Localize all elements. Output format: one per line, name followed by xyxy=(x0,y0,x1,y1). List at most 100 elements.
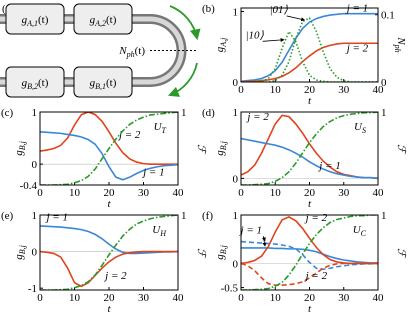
y2-axis-label: ℱ xyxy=(395,144,407,155)
plot-title-main: U xyxy=(354,121,363,133)
x-tick-label: 20 xyxy=(304,84,316,96)
plot-title-sub: H xyxy=(159,229,167,238)
series-line xyxy=(241,240,378,270)
plot-frame xyxy=(240,7,379,83)
y-axis-label-sub: A,j xyxy=(219,37,228,48)
y-axis-label-main: g xyxy=(13,254,25,260)
y-axis-label: gB,j xyxy=(13,140,27,155)
series-line xyxy=(40,250,178,288)
y2-tick-label: 0 xyxy=(381,77,387,89)
node-label: gB,1(t) xyxy=(90,77,117,91)
x-axis-label: t xyxy=(308,303,312,315)
panel-label: (c) xyxy=(1,107,14,119)
plot-frame xyxy=(240,111,379,186)
panel-label: (e) xyxy=(1,210,14,222)
panel-label: (d) xyxy=(202,107,215,119)
series-label: j = 2 xyxy=(304,270,328,282)
plot-title-main: U xyxy=(154,121,163,133)
x-tick-label: 20 xyxy=(304,187,316,199)
x-tick-label: 40 xyxy=(173,292,185,304)
y-axis-label-sub: B,j xyxy=(219,140,228,150)
y-axis-label-main: g xyxy=(214,150,226,156)
diagram: (a) gA,1(t) gA,2(t) gB,2(t) gB,1(t) Nph(… xyxy=(0,3,201,98)
series-label: j = 1 xyxy=(45,211,68,223)
y2-axis-label-main: ℱ xyxy=(195,144,207,155)
plot-title-main: U xyxy=(152,224,161,236)
x-tick-label: 10 xyxy=(69,292,81,304)
series-label: j = 2 xyxy=(345,43,369,55)
label-arrow xyxy=(262,37,285,42)
series-line xyxy=(241,42,378,82)
y2-axis-label: ℱ xyxy=(195,144,207,155)
series-label: j = 1 xyxy=(317,160,340,172)
y-tick-label: 1 xyxy=(32,210,38,222)
waveguide-label: Nph(t) xyxy=(118,45,145,59)
series-label: |10⟩ xyxy=(246,29,265,41)
label-arrow xyxy=(261,236,266,242)
y-axis-label-main: g xyxy=(13,150,25,156)
y-tick-label: 0 xyxy=(32,247,38,259)
y-axis-label: gA,j xyxy=(214,37,228,52)
x-tick-label: 0 xyxy=(37,292,43,304)
x-axis-label: t xyxy=(308,198,312,210)
x-tick-label: 40 xyxy=(373,292,385,304)
x-tick-label: 20 xyxy=(104,292,116,304)
node-box xyxy=(73,66,133,98)
y-axis-label-main: g xyxy=(214,46,226,52)
y2-axis-label-main: N xyxy=(395,36,407,45)
x-axis-label: t xyxy=(107,198,111,210)
flow-arrow xyxy=(169,5,201,41)
series-label: |01⟩ xyxy=(270,4,289,16)
x-tick-label: 30 xyxy=(338,187,350,199)
series-line xyxy=(241,247,378,264)
x-tick-label: 40 xyxy=(373,187,385,199)
series-line xyxy=(241,17,378,82)
series-label: j = 1 xyxy=(345,3,368,15)
x-tick-label: 30 xyxy=(338,84,350,96)
x-tick-label: 10 xyxy=(270,292,282,304)
x-tick-label: 30 xyxy=(138,292,150,304)
panel-label: (b) xyxy=(202,3,215,15)
y-tick-label: 0 xyxy=(233,173,239,185)
series-label: j = 2 xyxy=(304,212,328,224)
plot-title: US xyxy=(354,121,366,135)
series-line xyxy=(40,131,178,181)
y-tick-label: 1 xyxy=(233,210,239,222)
x-tick-label: 30 xyxy=(338,292,350,304)
x-tick-label: 10 xyxy=(270,84,282,96)
y-axis-label: gB,j xyxy=(214,140,228,155)
x-tick-label: 0 xyxy=(238,187,244,199)
node-box xyxy=(5,3,65,35)
y2-axis-label-main: ℱ xyxy=(195,248,207,259)
flow-arrow xyxy=(167,62,198,97)
x-tick-label: 0 xyxy=(238,84,244,96)
y-tick-label: 0 xyxy=(32,159,38,171)
x-tick-label: 10 xyxy=(270,187,282,199)
y2-axis-label-main: ℱ xyxy=(395,144,407,155)
series-line xyxy=(40,112,178,165)
label-arrow xyxy=(286,15,306,22)
plot-frame xyxy=(240,214,379,291)
y2-tick-label: 1 xyxy=(381,107,387,119)
y2-axis-label-main: ℱ xyxy=(395,248,407,259)
y2-tick-label: 0.1 xyxy=(381,10,395,22)
y-axis-label-sub: B,j xyxy=(18,140,27,150)
plot-frame xyxy=(39,214,179,291)
x-axis-label: t xyxy=(308,95,312,107)
plot-title-sub: T xyxy=(162,126,167,135)
y-axis-label-sub: B,j xyxy=(219,244,228,254)
y-tick-label: -0.5 xyxy=(221,283,239,295)
y-axis-label: gB,j xyxy=(214,244,228,259)
y-axis-label-sub: B,j xyxy=(18,244,27,254)
waveguide-core xyxy=(0,16,184,85)
plot-title: UC xyxy=(353,224,367,238)
series-line xyxy=(241,137,378,180)
y-tick-label: 1 xyxy=(233,7,239,19)
series-line xyxy=(241,112,378,185)
y2-axis-label: ℱ xyxy=(395,248,407,259)
plot-title-sub: C xyxy=(361,229,367,238)
x-tick-label: 30 xyxy=(138,187,150,199)
y-tick-label: 0 xyxy=(233,77,239,89)
plot-title-sub: S xyxy=(362,126,366,135)
